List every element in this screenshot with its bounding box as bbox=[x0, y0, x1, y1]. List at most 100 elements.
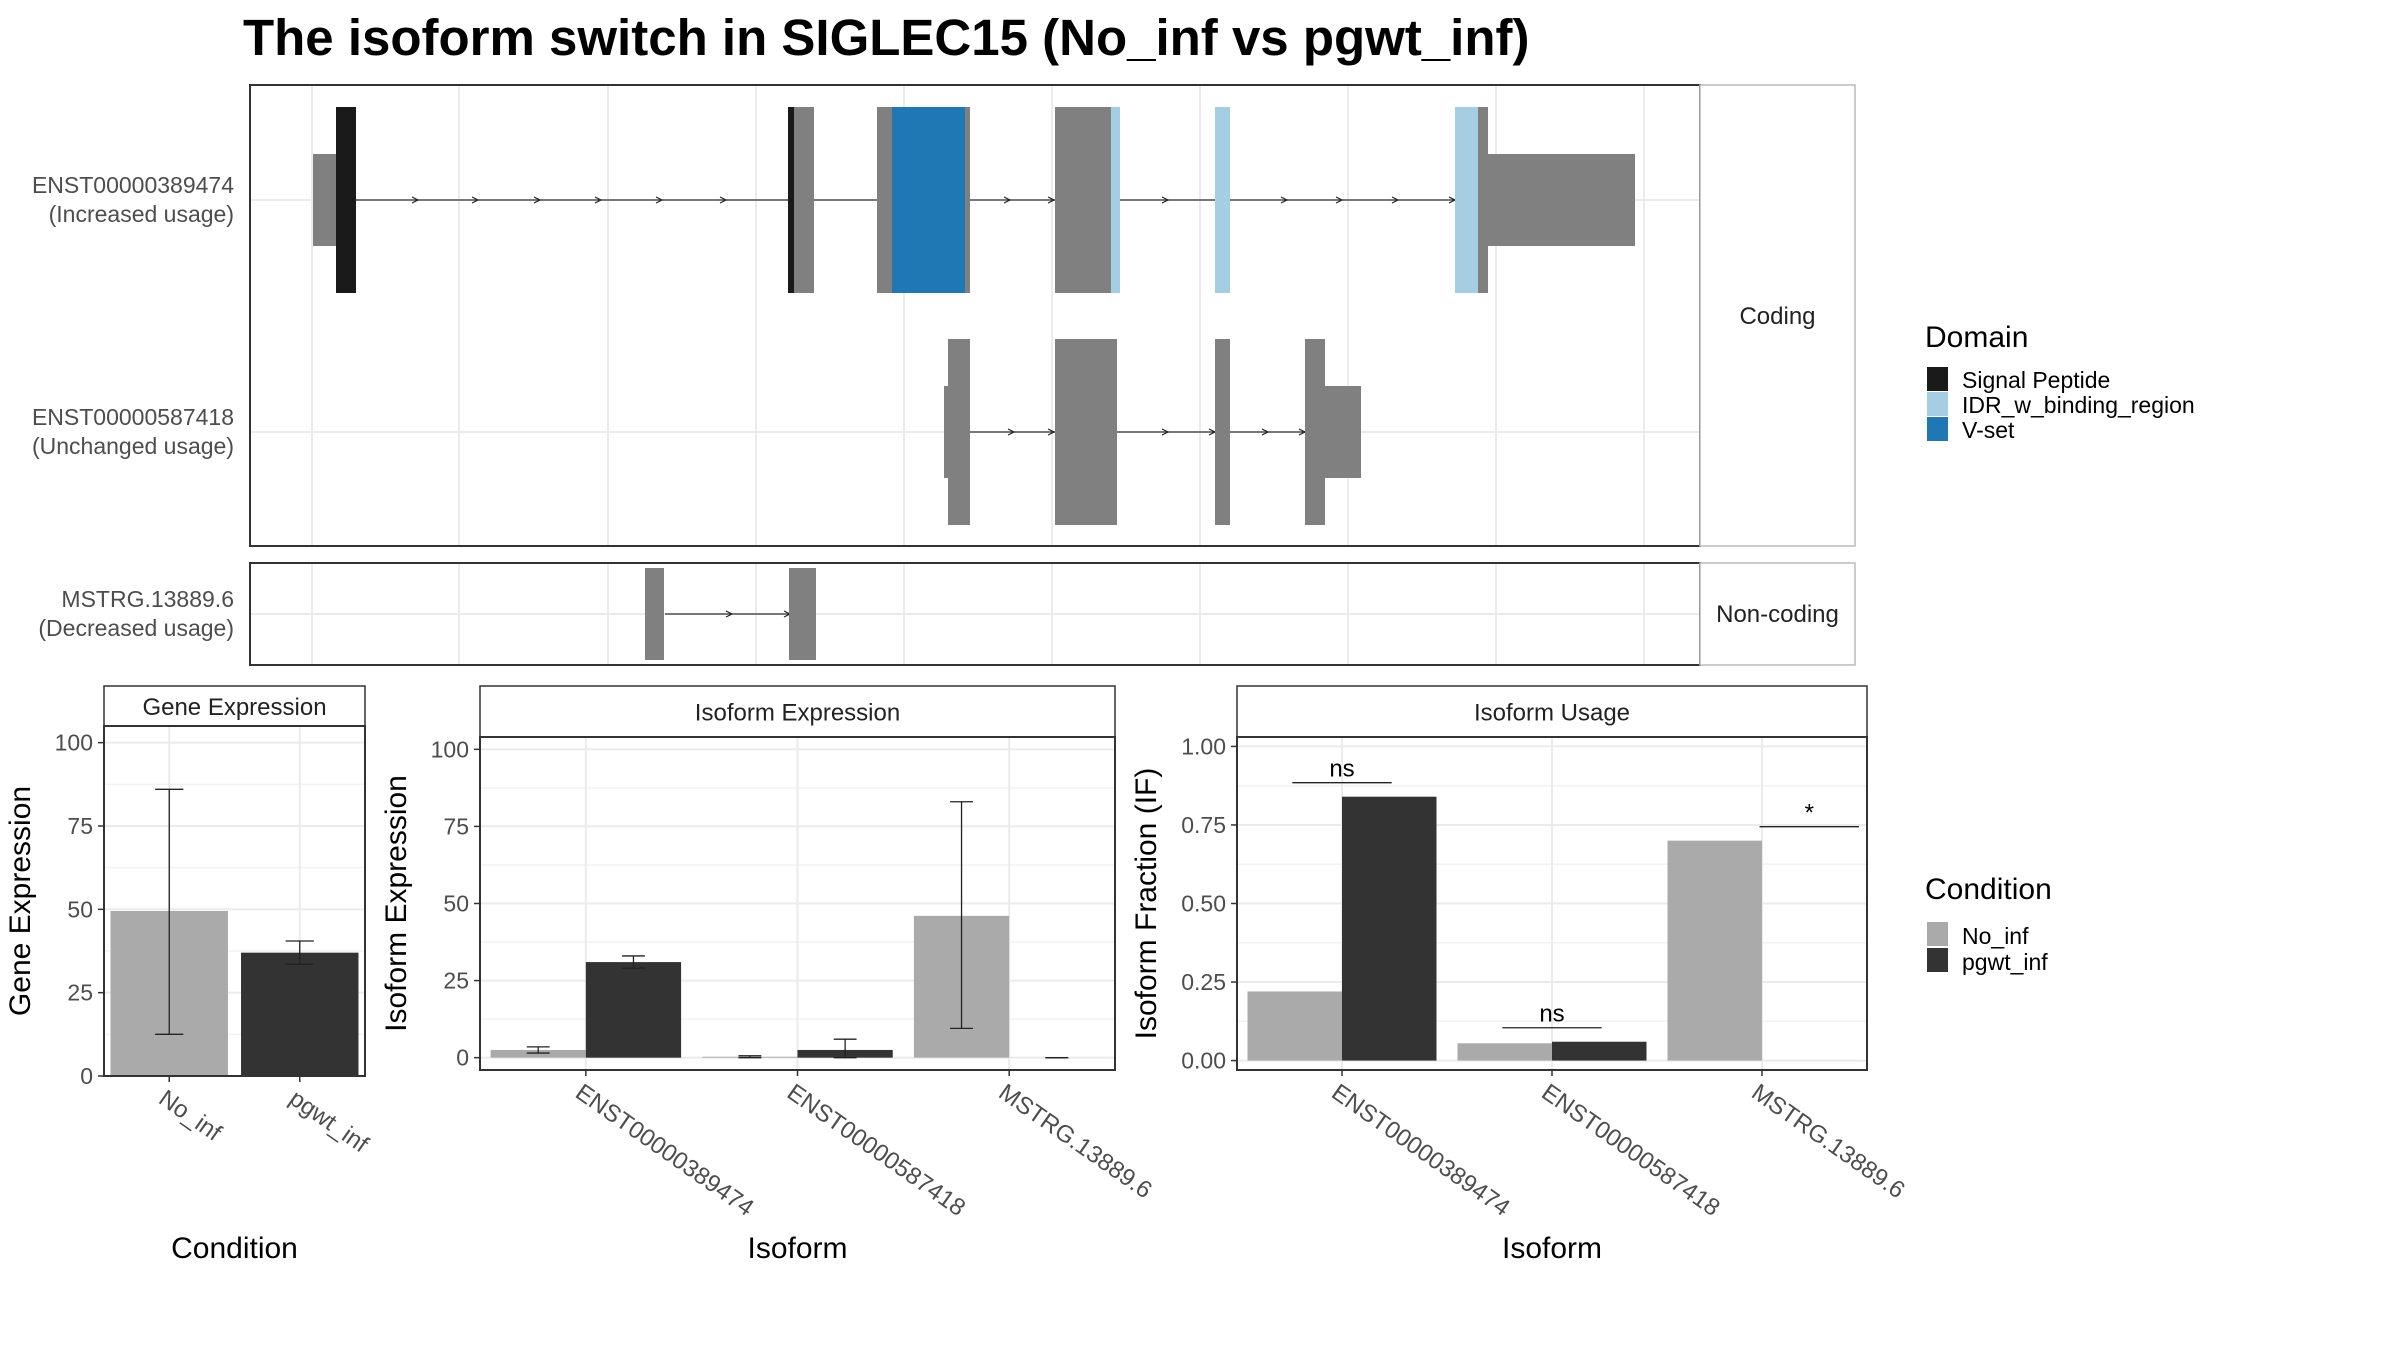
intron-arrow bbox=[1161, 196, 1170, 204]
transcript-id-label: ENST00000389474 bbox=[32, 172, 234, 198]
intron-arrow bbox=[533, 196, 542, 204]
y-tick-label: 100 bbox=[431, 736, 469, 762]
x-axis-title: Isoform bbox=[1502, 1232, 1602, 1265]
intron-arrow bbox=[1047, 428, 1056, 436]
chart-title: The isoform switch in SIGLEC15 (No_inf v… bbox=[243, 9, 1529, 66]
exon bbox=[645, 568, 664, 660]
condition-legend-key bbox=[1927, 948, 1948, 972]
intron-arrow bbox=[594, 196, 603, 204]
bar-pgwt_inf bbox=[1342, 796, 1437, 1061]
bar-No_inf bbox=[1457, 1043, 1552, 1061]
significance-label: ns bbox=[1329, 756, 1354, 783]
domain-legend-key bbox=[1927, 417, 1948, 441]
intron-arrow bbox=[471, 196, 480, 204]
domain-legend-title: Domain bbox=[1925, 321, 2028, 354]
x-axis-title: Isoform bbox=[747, 1232, 847, 1265]
transcript-usage-label: (Decreased usage) bbox=[38, 615, 234, 641]
exon-utr bbox=[1325, 386, 1361, 478]
intron-arrow bbox=[1007, 428, 1016, 436]
y-tick-label: 25 bbox=[443, 968, 469, 994]
y-tick-label: 50 bbox=[67, 896, 93, 922]
y-tick-label: 0.00 bbox=[1181, 1048, 1226, 1074]
facet-label-noncoding: Non-coding bbox=[1716, 601, 1839, 628]
y-tick-label: 100 bbox=[55, 730, 93, 756]
bar-pgwt_inf bbox=[585, 962, 682, 1058]
bar-pgwt_inf bbox=[241, 952, 359, 1076]
exon bbox=[789, 568, 816, 660]
domain-legend-label: V-set bbox=[1962, 417, 2015, 443]
bar-No_inf bbox=[490, 1049, 586, 1058]
exon bbox=[1055, 107, 1120, 293]
x-tick-label: pgwt_inf bbox=[284, 1085, 373, 1159]
y-tick-label: 25 bbox=[67, 980, 93, 1006]
condition-legend-label: No_inf bbox=[1962, 923, 2029, 949]
transcript-id-label: ENST00000587418 bbox=[32, 404, 234, 430]
condition-legend-key bbox=[1927, 922, 1948, 946]
intron-arrow bbox=[1161, 428, 1170, 436]
exon bbox=[948, 339, 970, 525]
domain-idr bbox=[1455, 107, 1478, 293]
y-tick-label: 75 bbox=[67, 813, 93, 839]
transcript-usage-label: (Unchanged usage) bbox=[32, 433, 234, 459]
exon bbox=[1055, 339, 1117, 525]
domain-legend-key bbox=[1927, 367, 1948, 391]
bar-No_inf bbox=[1247, 991, 1342, 1061]
intron-arrow bbox=[411, 196, 420, 204]
y-tick-label: 50 bbox=[443, 891, 469, 917]
transcript-usage-label: (Increased usage) bbox=[49, 201, 234, 227]
plot-panel-border bbox=[103, 725, 366, 1077]
bar-pgwt_inf bbox=[1552, 1041, 1647, 1061]
y-tick-label: 0.75 bbox=[1181, 812, 1226, 838]
intron-arrow bbox=[655, 196, 664, 204]
x-tick-label: ENST00000389474 bbox=[1327, 1079, 1515, 1222]
facet-strip-coding bbox=[1699, 84, 1856, 547]
x-tick-label: ENST00000389474 bbox=[570, 1079, 758, 1222]
panel-strip-title: Isoform Usage bbox=[1474, 700, 1630, 727]
bar-No_inf bbox=[1667, 840, 1762, 1061]
domain-legend-label: Signal Peptide bbox=[1962, 367, 2110, 393]
x-axis-title: Condition bbox=[171, 1232, 298, 1265]
y-tick-label: 0.25 bbox=[1181, 969, 1226, 995]
domain-idr bbox=[1215, 107, 1230, 293]
intron-arrow bbox=[725, 610, 734, 618]
x-tick-label: No_inf bbox=[154, 1085, 227, 1147]
domain-legend-label: IDR_w_binding_region bbox=[1962, 392, 2195, 418]
domain-legend-key bbox=[1927, 392, 1948, 416]
y-axis-title: Isoform Fraction (IF) bbox=[1130, 768, 1163, 1040]
panel-strip bbox=[1236, 685, 1868, 738]
intron-arrow bbox=[719, 196, 728, 204]
panel-strip-title: Isoform Expression bbox=[695, 700, 900, 727]
y-tick-label: 0.50 bbox=[1181, 891, 1226, 917]
intron-arrow bbox=[1280, 196, 1289, 204]
intron-arrow bbox=[1047, 196, 1056, 204]
condition-legend-title: Condition bbox=[1925, 873, 2052, 906]
condition-legend-label: pgwt_inf bbox=[1962, 949, 2048, 975]
y-tick-label: 0 bbox=[80, 1063, 93, 1089]
significance-label: * bbox=[1805, 800, 1814, 827]
transcript-id-label: MSTRG.13889.6 bbox=[61, 586, 234, 612]
exon-utr bbox=[313, 154, 336, 246]
facet-label-coding: Coding bbox=[1739, 303, 1815, 330]
domain-v-set bbox=[892, 107, 965, 293]
intron-arrow bbox=[1391, 196, 1400, 204]
exon bbox=[1305, 339, 1325, 525]
x-tick-label: ENST00000587418 bbox=[1537, 1079, 1725, 1222]
panel-strip bbox=[479, 685, 1116, 738]
domain-idr-edge bbox=[1111, 107, 1120, 293]
y-axis-title: Gene Expression bbox=[4, 786, 37, 1016]
intron-arrow bbox=[1261, 428, 1270, 436]
intron-arrow bbox=[1003, 196, 1012, 204]
y-tick-label: 0 bbox=[456, 1045, 469, 1071]
x-tick-label: MSTRG.13889.6 bbox=[1747, 1079, 1910, 1204]
panel-strip-title: Gene Expression bbox=[142, 694, 326, 721]
significance-label: ns bbox=[1539, 1001, 1564, 1028]
x-tick-label: ENST00000587418 bbox=[782, 1079, 970, 1222]
y-tick-label: 75 bbox=[443, 813, 469, 839]
exon-utr bbox=[1488, 154, 1635, 246]
facet-strip-noncoding bbox=[1699, 562, 1856, 666]
x-tick-label: MSTRG.13889.6 bbox=[994, 1079, 1157, 1204]
panel-strip bbox=[103, 685, 366, 727]
y-axis-title: Isoform Expression bbox=[380, 775, 413, 1032]
y-tick-label: 1.00 bbox=[1181, 733, 1226, 759]
